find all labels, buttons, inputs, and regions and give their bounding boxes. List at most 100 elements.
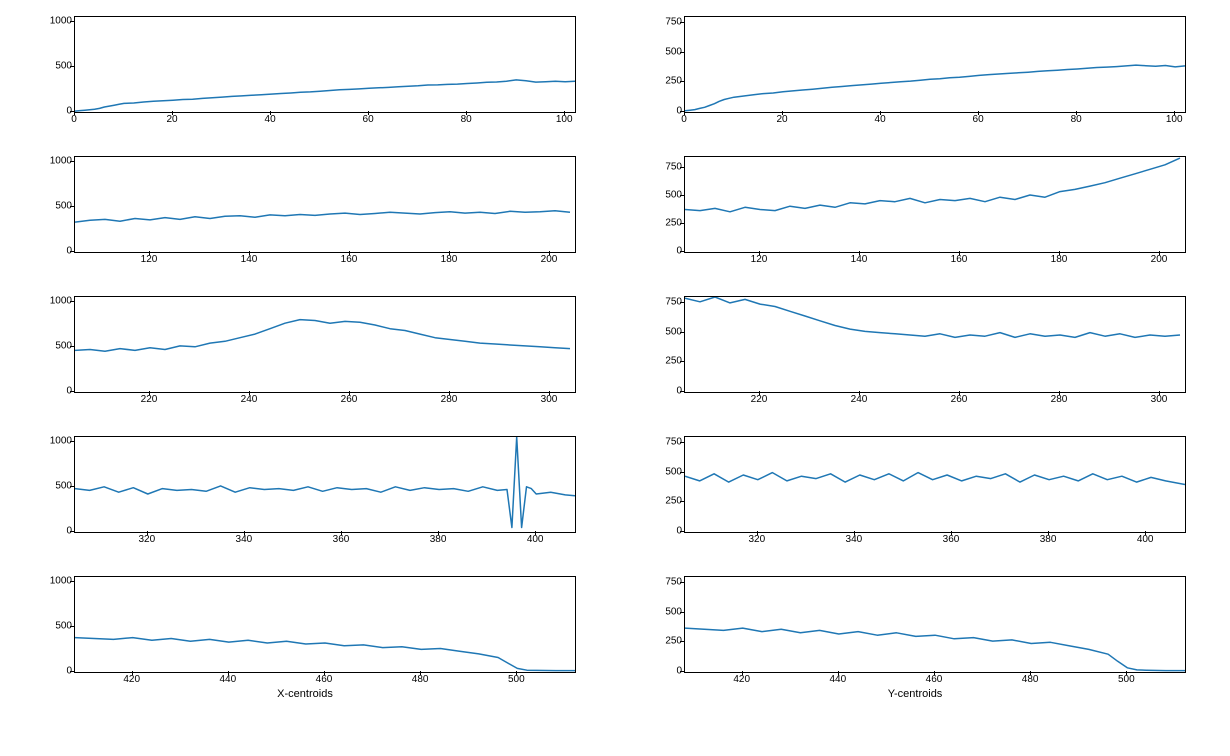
xtick-label: 200: [541, 254, 558, 265]
xtick-label: 120: [751, 254, 768, 265]
xtick-label: 320: [138, 534, 155, 545]
xtick-mark: [466, 111, 467, 115]
panel-1-0: 0250500750020406080100: [640, 10, 1190, 136]
xtick-label: 220: [141, 394, 158, 405]
data-line: [75, 80, 575, 111]
xtick-label: 400: [1137, 534, 1154, 545]
xtick-mark: [420, 671, 421, 675]
ytick-mark: [680, 472, 684, 473]
ytick-label: 1000: [50, 295, 72, 306]
xtick-label: 280: [441, 394, 458, 405]
ytick-mark: [70, 346, 74, 347]
data-line: [75, 437, 575, 528]
panel-0-0: 05001000020406080100: [30, 10, 580, 136]
xtick-mark: [438, 531, 439, 535]
xtick-mark: [1059, 391, 1060, 395]
ytick-mark: [70, 531, 74, 532]
xtick-mark: [757, 531, 758, 535]
data-line: [685, 158, 1180, 212]
ytick-mark: [680, 391, 684, 392]
plot-area: [74, 156, 576, 253]
xtick-label: 240: [241, 394, 258, 405]
data-line: [685, 65, 1185, 111]
xtick-mark: [149, 391, 150, 395]
xtick-label: 100: [556, 114, 573, 125]
xtick-label: 440: [830, 674, 847, 685]
xtick-mark: [759, 391, 760, 395]
xtick-label: 220: [751, 394, 768, 405]
ytick-label: 1000: [50, 155, 72, 166]
data-line: [685, 297, 1180, 337]
plot-area: [74, 296, 576, 393]
xtick-label: 160: [951, 254, 968, 265]
xtick-mark: [959, 251, 960, 255]
xtick-label: 280: [1051, 394, 1068, 405]
xtick-mark: [978, 111, 979, 115]
xtick-mark: [449, 251, 450, 255]
plot-area: [684, 156, 1186, 253]
xtick-label: 0: [71, 114, 77, 125]
ytick-mark: [680, 81, 684, 82]
xtick-mark: [759, 251, 760, 255]
panel-1-4: 0250500750420440460480500Y-centroids: [640, 570, 1190, 696]
xtick-label: 40: [265, 114, 276, 125]
xtick-mark: [684, 111, 685, 115]
ytick-mark: [680, 582, 684, 583]
ytick-mark: [70, 301, 74, 302]
xtick-mark: [859, 391, 860, 395]
xtick-mark: [859, 251, 860, 255]
right-column: 0250500750020406080100025050075012014016…: [640, 10, 1210, 710]
ytick-mark: [680, 531, 684, 532]
xtick-label: 200: [1151, 254, 1168, 265]
xtick-mark: [249, 251, 250, 255]
ytick-mark: [680, 167, 684, 168]
ytick-mark: [680, 223, 684, 224]
xtick-label: 40: [875, 114, 886, 125]
xtick-mark: [782, 111, 783, 115]
xtick-label: 100: [1166, 114, 1183, 125]
xtick-mark: [1076, 111, 1077, 115]
left-column: 0500100002040608010005001000120140160180…: [30, 10, 600, 710]
xtick-mark: [1159, 391, 1160, 395]
data-line: [685, 473, 1185, 485]
panel-0-2: 05001000220240260280300: [30, 290, 580, 416]
xtick-mark: [324, 671, 325, 675]
panel-0-4: 05001000420440460480500X-centroids: [30, 570, 580, 696]
x-axis-label: Y-centroids: [888, 688, 943, 700]
xtick-label: 20: [776, 114, 787, 125]
xtick-label: 240: [851, 394, 868, 405]
xtick-mark: [1030, 671, 1031, 675]
xtick-mark: [880, 111, 881, 115]
xtick-label: 420: [123, 674, 140, 685]
xtick-label: 60: [363, 114, 374, 125]
ytick-mark: [70, 161, 74, 162]
xtick-mark: [349, 251, 350, 255]
xtick-label: 340: [846, 534, 863, 545]
xtick-mark: [249, 391, 250, 395]
xtick-label: 60: [973, 114, 984, 125]
xtick-label: 340: [236, 534, 253, 545]
panel-1-1: 0250500750120140160180200: [640, 150, 1190, 276]
data-line: [75, 320, 570, 352]
xtick-label: 80: [1071, 114, 1082, 125]
xtick-label: 480: [1022, 674, 1039, 685]
xtick-label: 0: [681, 114, 687, 125]
xtick-mark: [854, 531, 855, 535]
xtick-mark: [172, 111, 173, 115]
panel-1-3: 0250500750320340360380400: [640, 430, 1190, 556]
xtick-label: 80: [461, 114, 472, 125]
xtick-mark: [244, 531, 245, 535]
xtick-label: 500: [1118, 674, 1135, 685]
ytick-mark: [680, 251, 684, 252]
xtick-mark: [1159, 251, 1160, 255]
data-line: [75, 211, 570, 222]
ytick-mark: [70, 626, 74, 627]
xtick-mark: [270, 111, 271, 115]
ytick-mark: [70, 671, 74, 672]
xtick-mark: [1126, 671, 1127, 675]
xtick-label: 480: [412, 674, 429, 685]
ytick-mark: [680, 22, 684, 23]
xtick-label: 260: [341, 394, 358, 405]
panel-1-2: 0250500750220240260280300: [640, 290, 1190, 416]
ytick-mark: [680, 52, 684, 53]
